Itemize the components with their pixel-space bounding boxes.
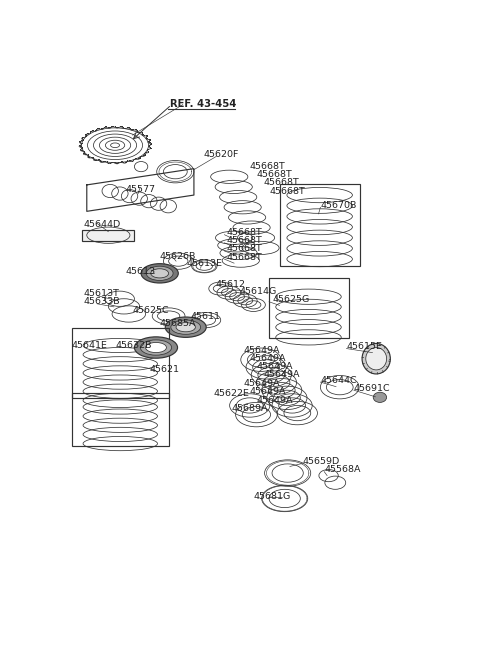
Text: 45626B: 45626B — [160, 251, 196, 261]
Text: 45621: 45621 — [149, 366, 180, 374]
Ellipse shape — [140, 340, 172, 355]
Ellipse shape — [171, 320, 201, 335]
Text: 45613T: 45613T — [83, 289, 119, 298]
Ellipse shape — [362, 343, 390, 374]
Text: REF. 43-454: REF. 43-454 — [170, 98, 236, 109]
Text: 45668T: 45668T — [227, 228, 263, 237]
Text: 45659D: 45659D — [302, 457, 340, 466]
Text: 45670B: 45670B — [321, 201, 357, 210]
Bar — [72, 328, 168, 399]
Text: 45611: 45611 — [190, 312, 220, 321]
Text: 45641E: 45641E — [72, 341, 108, 350]
Text: 45620F: 45620F — [203, 150, 239, 159]
Text: 45689A: 45689A — [232, 404, 268, 413]
Text: 45568A: 45568A — [324, 465, 360, 474]
Text: 45613E: 45613E — [186, 259, 223, 268]
Text: 45668T: 45668T — [256, 170, 292, 180]
Text: 45622E: 45622E — [213, 389, 249, 398]
Ellipse shape — [176, 323, 195, 332]
Bar — [72, 393, 168, 446]
Ellipse shape — [165, 317, 206, 337]
Ellipse shape — [141, 264, 178, 283]
Text: 45644C: 45644C — [321, 376, 357, 385]
Text: 45649A: 45649A — [256, 362, 293, 372]
Bar — [83, 230, 134, 241]
Text: 45649A: 45649A — [243, 379, 279, 387]
Text: 45612: 45612 — [216, 280, 245, 289]
Ellipse shape — [146, 266, 173, 280]
Text: 45644D: 45644D — [83, 220, 120, 229]
Text: 45625C: 45625C — [132, 306, 169, 315]
Text: 45691C: 45691C — [354, 383, 391, 393]
Text: 45649A: 45649A — [250, 387, 286, 396]
Text: 45614G: 45614G — [240, 287, 276, 296]
Text: 45668T: 45668T — [263, 178, 299, 187]
Text: 45632B: 45632B — [115, 341, 152, 350]
Text: 45577: 45577 — [125, 185, 155, 195]
Text: 45649A: 45649A — [256, 396, 293, 405]
Text: 45668T: 45668T — [227, 244, 263, 253]
Ellipse shape — [151, 269, 168, 278]
Text: 45668T: 45668T — [227, 236, 263, 246]
Text: 45649A: 45649A — [263, 370, 300, 380]
Bar — [280, 184, 360, 266]
Ellipse shape — [145, 343, 167, 352]
Text: 45668T: 45668T — [227, 253, 263, 261]
Text: 45668T: 45668T — [250, 162, 286, 171]
Bar — [269, 279, 349, 339]
Text: 45681G: 45681G — [253, 492, 291, 502]
Text: 45649A: 45649A — [243, 346, 279, 355]
Ellipse shape — [134, 337, 178, 358]
Text: 45613: 45613 — [125, 267, 155, 276]
Ellipse shape — [366, 348, 386, 370]
Text: 45649A: 45649A — [250, 354, 286, 363]
Text: 45615E: 45615E — [347, 342, 382, 351]
Text: 45668T: 45668T — [270, 187, 306, 195]
Text: 45625G: 45625G — [273, 295, 310, 304]
Text: 45633B: 45633B — [83, 297, 120, 306]
Text: 45685A: 45685A — [160, 319, 196, 327]
Ellipse shape — [373, 392, 386, 403]
